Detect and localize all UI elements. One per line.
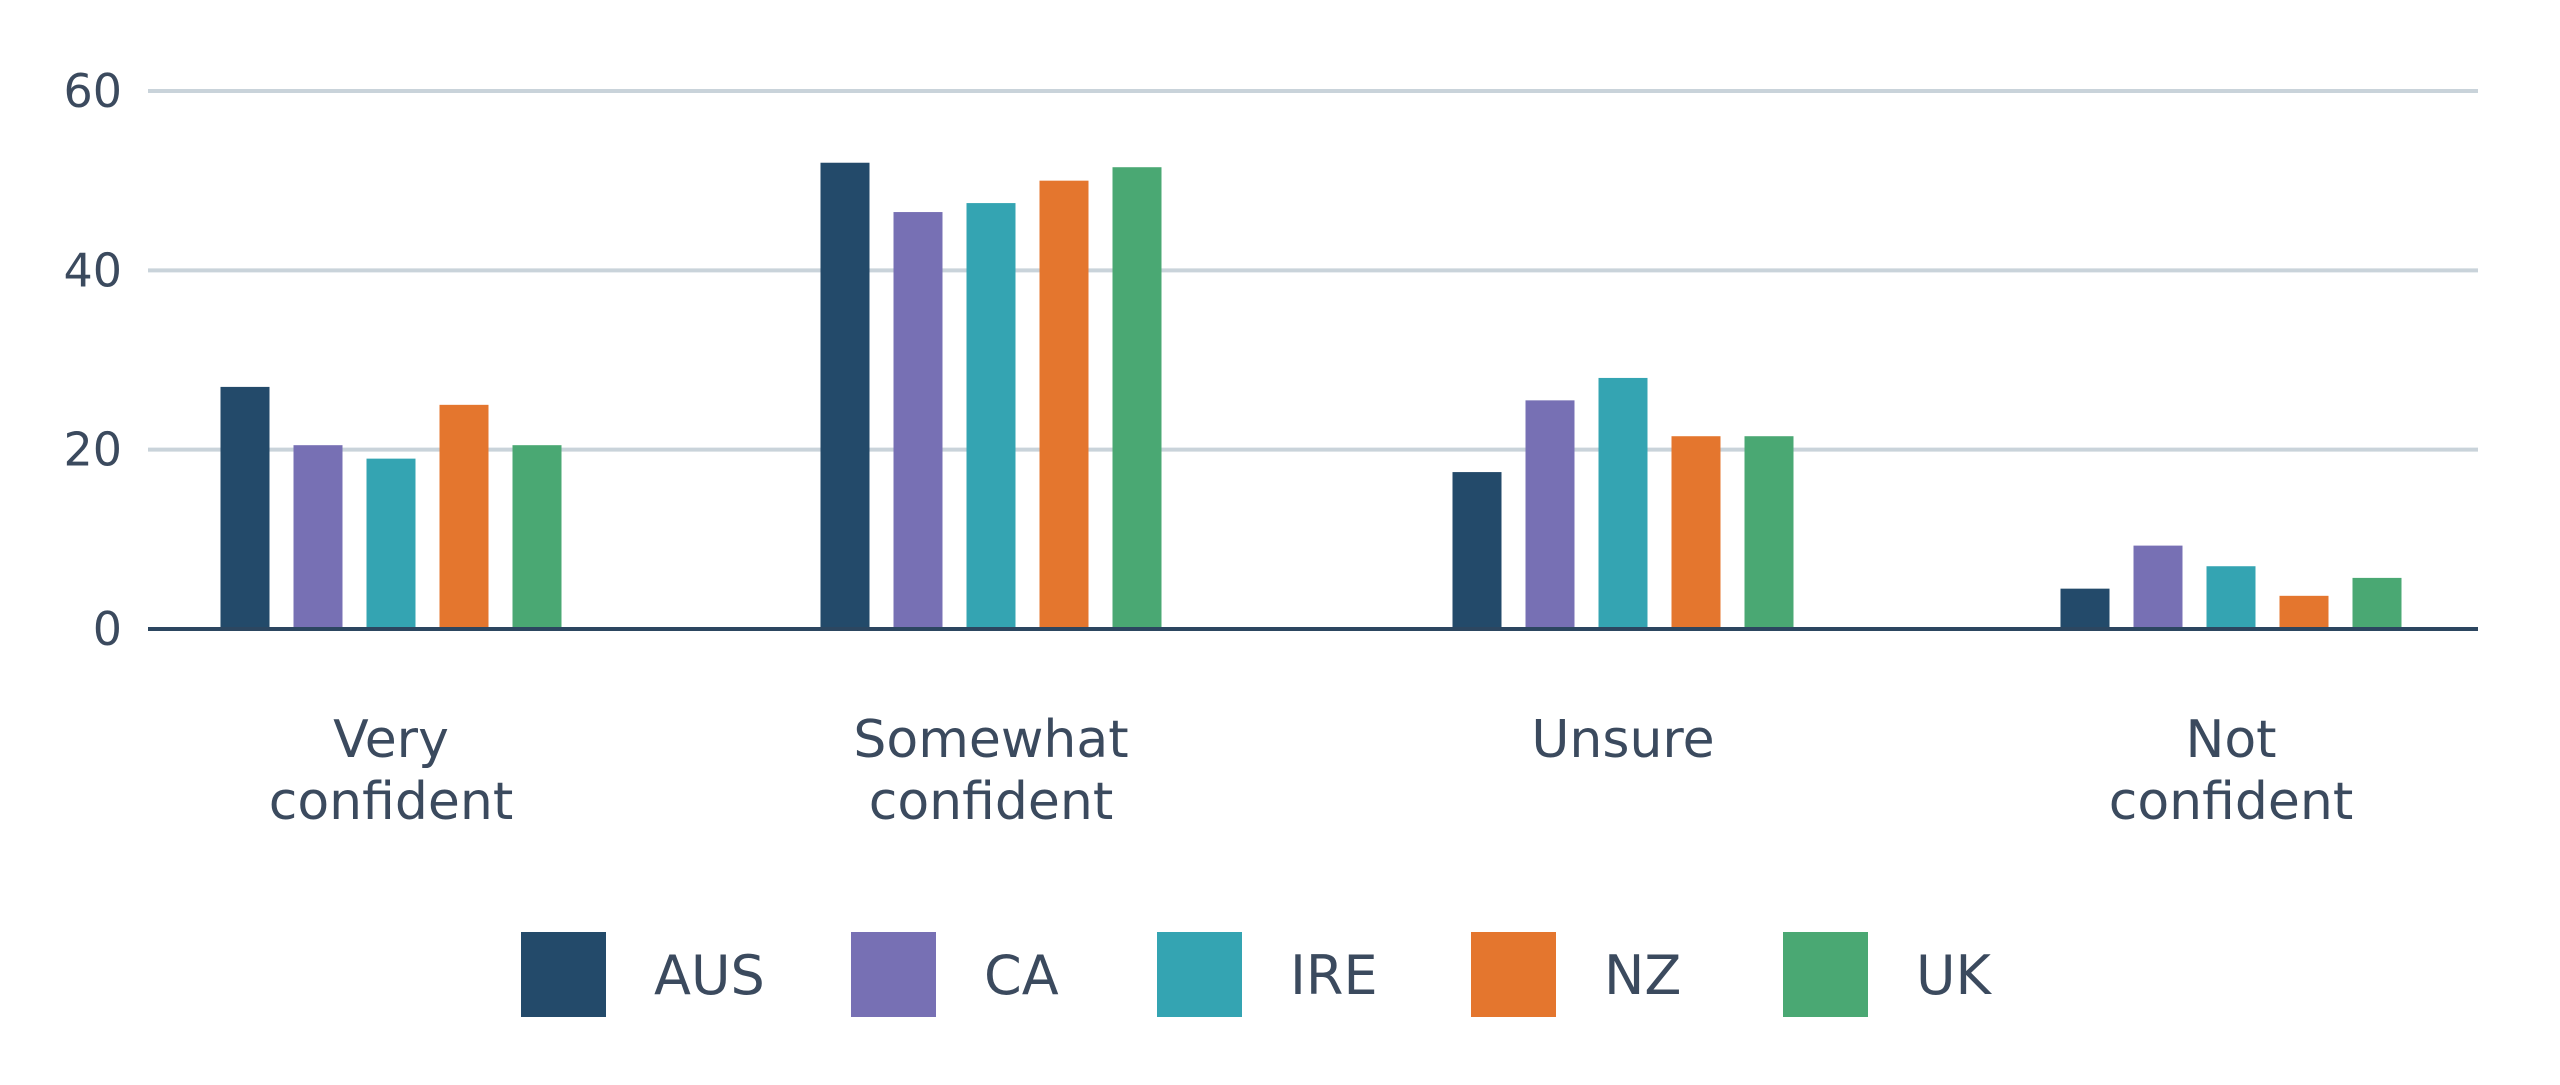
bar-ca-0 [293,445,343,629]
bars [220,162,2402,630]
legend-label: NZ [1604,944,1681,1007]
legend-item-uk: UK [1783,932,1993,1017]
category-label: Very [333,710,449,770]
bar-ire-2 [1598,377,1648,629]
legend-swatch-ca [851,932,936,1017]
bar-ire-1 [966,203,1016,630]
bar-nz-0 [439,404,489,629]
bar-ca-2 [1525,400,1575,629]
legend-item-ca: CA [851,932,1059,1017]
y-tick-label: 20 [63,423,122,477]
bar-aus-0 [220,386,270,629]
bar-nz-3 [2279,595,2329,629]
bar-uk-0 [512,445,562,629]
bar-uk-1 [1112,167,1162,629]
bar-uk-2 [1744,436,1794,629]
y-tick-label: 40 [63,243,122,297]
y-axis-ticks: 0 20 40 60 [63,64,122,656]
category-label: confident [269,772,513,832]
bar-ire-0 [366,458,416,629]
bar-ca-3 [2133,545,2183,629]
legend-label: CA [984,944,1059,1007]
bar-aus-1 [820,162,870,629]
legend-swatch-uk [1783,932,1868,1017]
legend: AUS CA IRE NZ UK [521,932,1993,1017]
category-label: Unsure [1531,710,1714,770]
legend-label: AUS [654,944,765,1007]
bar-ca-1 [893,212,943,630]
legend-item-ire: IRE [1157,932,1378,1017]
category-label: Somewhat [853,710,1128,770]
legend-swatch-nz [1471,932,1556,1017]
category-label: confident [869,772,1113,832]
legend-swatch-aus [521,932,606,1017]
y-tick-label: 0 [93,602,122,656]
legend-item-nz: NZ [1471,932,1681,1017]
bar-nz-2 [1671,436,1721,629]
bar-nz-1 [1039,180,1089,629]
bar-uk-3 [2352,577,2402,629]
legend-label: IRE [1290,944,1378,1007]
category-label: confident [2109,772,2353,832]
legend-swatch-ire [1157,932,1242,1017]
bar-aus-3 [2060,588,2110,629]
legend-item-aus: AUS [521,932,765,1017]
y-tick-label: 60 [63,64,122,118]
legend-label: UK [1916,944,1993,1007]
bar-aus-2 [1452,472,1502,629]
gridlines [148,89,2478,452]
bar-ire-3 [2206,566,2256,629]
category-label: Not [2185,710,2276,770]
